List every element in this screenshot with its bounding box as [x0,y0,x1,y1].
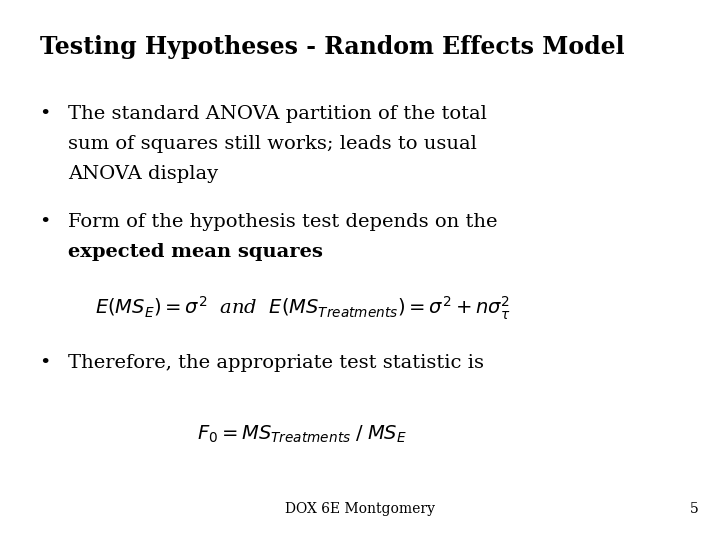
Text: •: • [40,354,51,372]
Text: Therefore, the appropriate test statistic is: Therefore, the appropriate test statisti… [68,354,485,372]
Text: ANOVA display: ANOVA display [68,165,219,183]
Text: $F_0 = MS_{\mathit{Treatments}} \; / \; MS_E$: $F_0 = MS_{\mathit{Treatments}} \; / \; … [197,424,408,445]
Text: •: • [40,105,51,123]
Text: The standard ANOVA partition of the total: The standard ANOVA partition of the tota… [68,105,487,123]
Text: $E(MS_E) = \sigma^2$  and  $E(MS_{\mathit{Treatments}}) = \sigma^2 + n\sigma^2_{: $E(MS_E) = \sigma^2$ and $E(MS_{\mathit{… [95,294,510,322]
Text: •: • [40,213,51,231]
Text: 5: 5 [690,502,698,516]
Text: expected mean squares: expected mean squares [68,243,323,261]
Text: sum of squares still works; leads to usual: sum of squares still works; leads to usu… [68,135,477,153]
Text: Form of the hypothesis test depends on the: Form of the hypothesis test depends on t… [68,213,498,231]
Text: Testing Hypotheses - Random Effects Model: Testing Hypotheses - Random Effects Mode… [40,35,624,59]
Text: DOX 6E Montgomery: DOX 6E Montgomery [285,502,435,516]
